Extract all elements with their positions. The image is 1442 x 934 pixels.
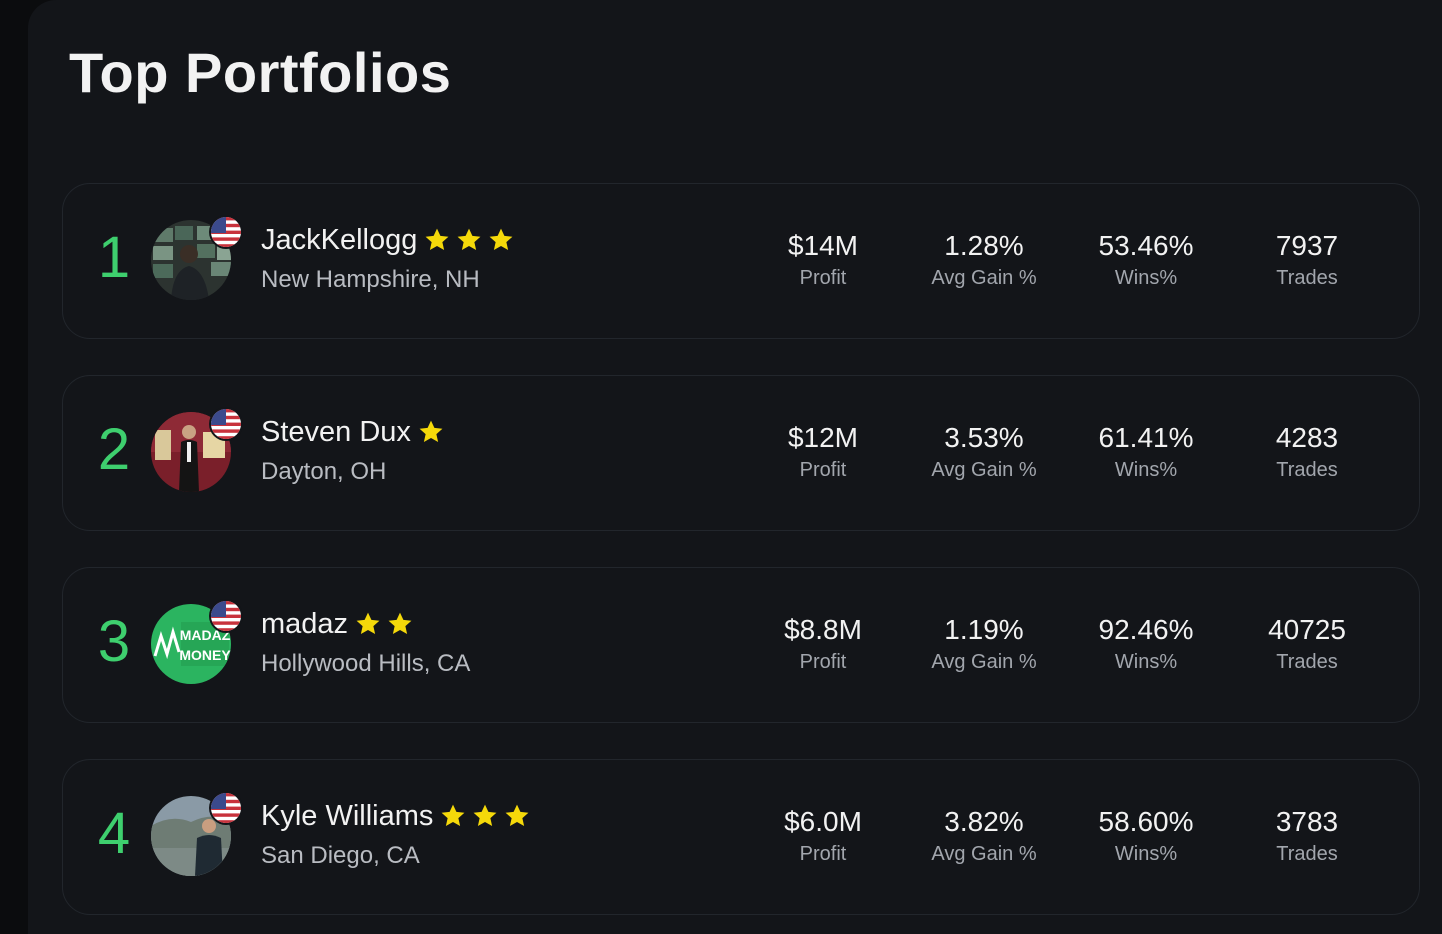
trader-name[interactable]: madaz	[261, 607, 349, 640]
trades-value: 3783	[1275, 806, 1339, 837]
star-icon	[439, 802, 467, 830]
wins-value: 58.60%	[1098, 806, 1194, 837]
wins-value: 53.46%	[1098, 230, 1194, 261]
trader-name-line: Steven Dux	[261, 412, 445, 452]
trades-label: Trades	[1276, 267, 1338, 289]
avg-gain-label: Avg Gain %	[931, 843, 1037, 865]
trader-name[interactable]: Steven Dux	[261, 415, 411, 448]
us-flag-icon	[211, 217, 241, 247]
avatar-text-line-1: MADAZ	[180, 627, 231, 643]
wins-value: 61.41%	[1098, 422, 1194, 453]
profit-stat: $14M Profit	[748, 228, 898, 292]
portfolio-row-4[interactable]: 4 Kyle Williams San Diego, CA $6.0	[62, 759, 1420, 915]
profit-label: Profit	[799, 843, 847, 865]
star-icon	[423, 226, 451, 254]
trades-value: 40725	[1268, 614, 1346, 645]
profit-stat: $6.0M Profit	[748, 804, 898, 868]
wins-value: 92.46%	[1098, 614, 1194, 645]
wins-stat: 61.41% Wins%	[1071, 420, 1221, 484]
trades-stat: 7937 Trades	[1232, 228, 1382, 292]
star-rating	[417, 418, 445, 446]
avg-gain-label: Avg Gain %	[931, 651, 1037, 673]
trades-stat: 4283 Trades	[1232, 420, 1382, 484]
portfolio-row-2[interactable]: 2 Steven Dux Dayton, OH $12M P	[62, 375, 1420, 531]
avg-gain-stat: 3.82% Avg Gain %	[909, 804, 1059, 868]
profit-value: $8.8M	[784, 614, 862, 645]
profit-value: $12M	[787, 422, 859, 453]
profit-value: $6.0M	[784, 806, 862, 837]
rank-number: 3	[97, 609, 131, 674]
trader-location: Hollywood Hills, CA	[261, 650, 471, 677]
profit-stat: $12M Profit	[748, 420, 898, 484]
profit-stat: $8.8M Profit	[748, 612, 898, 676]
avg-gain-stat: 3.53% Avg Gain %	[909, 420, 1059, 484]
trades-stat: 3783 Trades	[1232, 804, 1382, 868]
trader-name-line: Kyle Williams	[261, 796, 531, 836]
avg-gain-label: Avg Gain %	[931, 267, 1037, 289]
star-icon	[386, 610, 414, 638]
rank-number: 1	[97, 225, 131, 290]
star-rating	[439, 802, 531, 830]
wins-label: Wins%	[1114, 459, 1178, 481]
wins-label: Wins%	[1114, 843, 1178, 865]
wins-label: Wins%	[1114, 267, 1178, 289]
avatar[interactable]	[151, 412, 231, 492]
trades-label: Trades	[1276, 459, 1338, 481]
trades-value: 4283	[1275, 422, 1339, 453]
avg-gain-value: 1.19%	[944, 614, 1024, 645]
star-icon	[471, 802, 499, 830]
star-rating	[354, 610, 414, 638]
avg-gain-stat: 1.28% Avg Gain %	[909, 228, 1059, 292]
us-flag-icon	[211, 793, 241, 823]
profit-label: Profit	[799, 267, 847, 289]
trader-name[interactable]: Kyle Williams	[261, 799, 434, 832]
wins-stat: 53.46% Wins%	[1071, 228, 1221, 292]
trader-name-line: JackKellogg	[261, 220, 515, 260]
wins-stat: 58.60% Wins%	[1071, 804, 1221, 868]
trades-value: 7937	[1275, 230, 1339, 261]
trades-label: Trades	[1276, 651, 1338, 673]
avg-gain-stat: 1.19% Avg Gain %	[909, 612, 1059, 676]
trader-location: San Diego, CA	[261, 842, 420, 869]
avg-gain-value: 3.53%	[944, 422, 1024, 453]
portfolio-row-3[interactable]: 3 MADAZ MONEY madaz Hollywood Hills, CA …	[62, 567, 1420, 723]
rank-number: 2	[97, 417, 131, 482]
avatar-text-line-2: MONEY	[179, 647, 231, 663]
page-title: Top Portfolios	[69, 41, 452, 104]
star-icon	[503, 802, 531, 830]
us-flag-icon	[211, 601, 241, 631]
wins-label: Wins%	[1114, 651, 1178, 673]
star-icon	[455, 226, 483, 254]
avg-gain-value: 1.28%	[944, 230, 1024, 261]
trader-location: Dayton, OH	[261, 458, 387, 485]
trades-label: Trades	[1276, 843, 1338, 865]
rank-number: 4	[97, 801, 131, 866]
star-icon	[487, 226, 515, 254]
profit-label: Profit	[799, 651, 847, 673]
avg-gain-label: Avg Gain %	[931, 459, 1037, 481]
trader-location: New Hampshire, NH	[261, 266, 480, 293]
profit-value: $14M	[787, 230, 859, 261]
star-rating	[423, 226, 515, 254]
portfolio-row-1[interactable]: 1 JackKellogg	[62, 183, 1420, 339]
avg-gain-value: 3.82%	[944, 806, 1024, 837]
star-icon	[417, 418, 445, 446]
trades-stat: 40725 Trades	[1232, 612, 1382, 676]
profit-label: Profit	[799, 459, 847, 481]
star-icon	[354, 610, 382, 638]
wins-stat: 92.46% Wins%	[1071, 612, 1221, 676]
trader-name-line: madaz	[261, 604, 414, 644]
us-flag-icon	[211, 409, 241, 439]
trader-name[interactable]: JackKellogg	[261, 223, 418, 256]
